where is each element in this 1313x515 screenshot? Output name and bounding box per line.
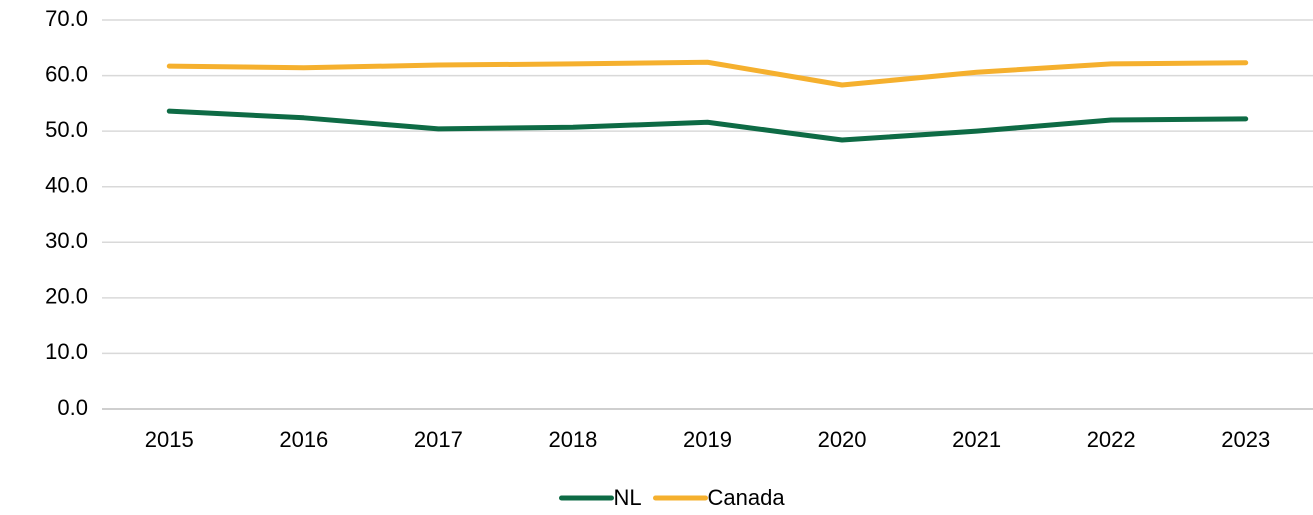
legend-label: Canada	[708, 485, 786, 510]
y-tick-label: 70.0	[45, 6, 88, 31]
x-tick-label: 2018	[548, 427, 597, 452]
legend-label: NL	[614, 485, 642, 510]
y-tick-label: 30.0	[45, 228, 88, 253]
x-tick-label: 2022	[1087, 427, 1136, 452]
x-tick-label: 2020	[818, 427, 867, 452]
y-tick-label: 60.0	[45, 61, 88, 86]
x-tick-label: 2019	[683, 427, 732, 452]
y-tick-label: 50.0	[45, 117, 88, 142]
x-tick-label: 2021	[952, 427, 1001, 452]
x-tick-label: 2023	[1221, 427, 1270, 452]
x-tick-label: 2015	[145, 427, 194, 452]
y-tick-label: 20.0	[45, 284, 88, 309]
y-tick-label: 0.0	[57, 395, 88, 420]
y-tick-label: 40.0	[45, 173, 88, 198]
x-tick-label: 2016	[279, 427, 328, 452]
series-line	[166, 59, 1249, 88]
series-line	[166, 108, 1249, 143]
x-tick-label: 2017	[414, 427, 463, 452]
y-tick-label: 10.0	[45, 339, 88, 364]
